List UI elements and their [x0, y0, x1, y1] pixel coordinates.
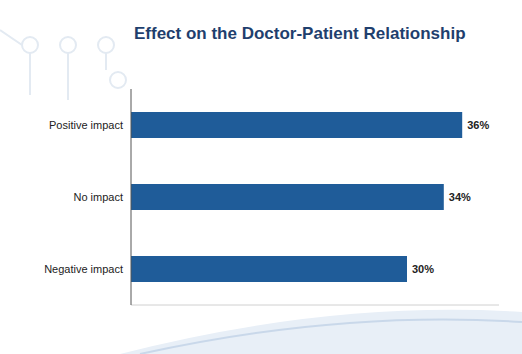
svg-text:36%: 36%: [467, 119, 489, 131]
html-text:Effect on the Doctor-Patient R: Effect on the Doctor-Patient Relationshi…: [134, 24, 466, 43]
svg-text:Negative impact: Negative impact: [44, 263, 123, 275]
svg-text:Positive impact: Positive impact: [49, 119, 123, 131]
svg-text:No impact: No impact: [73, 191, 123, 203]
svg-text:30%: 30%: [412, 263, 434, 275]
svg-text:34%: 34%: [449, 191, 471, 203]
